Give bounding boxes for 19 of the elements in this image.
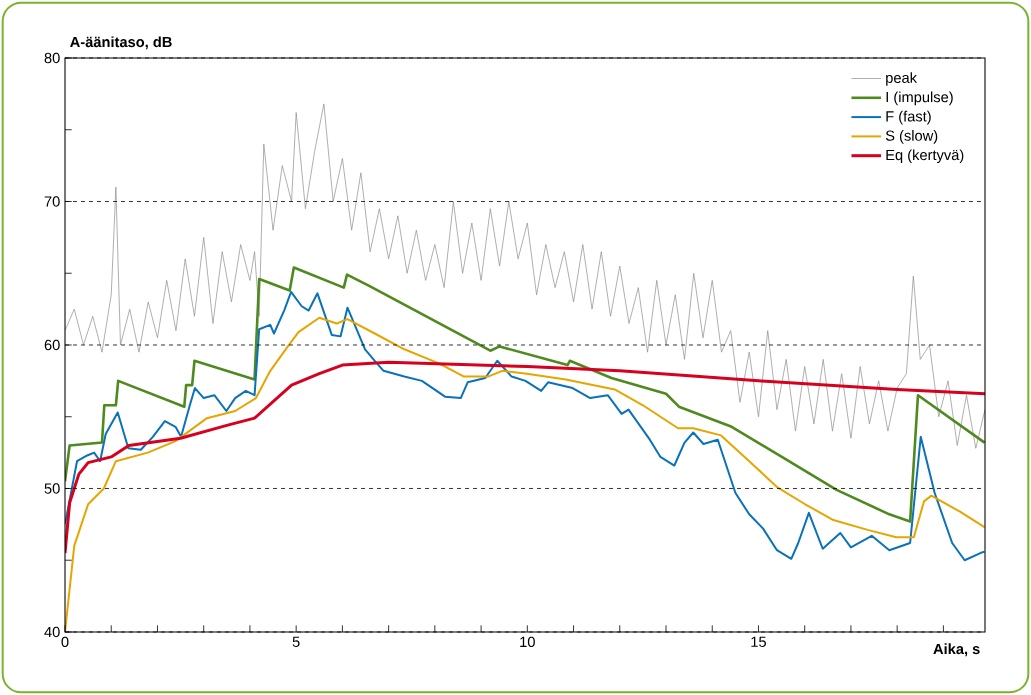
- legend-label: peak: [886, 72, 918, 86]
- line-series: [65, 290, 985, 562]
- y-tick-label: 40: [44, 626, 60, 638]
- legend-label: Eq (kertyvä): [886, 149, 964, 164]
- x-tick-label: 0: [61, 636, 69, 648]
- y-tick-label: 70: [44, 196, 60, 207]
- x-tick-label: 10: [520, 636, 535, 648]
- line-series: [65, 266, 985, 523]
- legend-label: F (fast): [886, 110, 931, 125]
- y-axis-title: A-äänitaso, dB: [70, 36, 172, 50]
- y-tick-label: 80: [44, 52, 60, 64]
- x-tick-label: 5: [292, 636, 300, 647]
- line-series: [65, 360, 985, 555]
- legend-label: S (slow): [885, 130, 938, 144]
- x-axis-title: Aika, s: [933, 643, 980, 657]
- y-tick-label: 60: [44, 339, 60, 351]
- x-tick-label: 15: [751, 636, 766, 647]
- y-tick-label: 50: [44, 483, 60, 494]
- legend-label: I (impulse): [886, 91, 953, 106]
